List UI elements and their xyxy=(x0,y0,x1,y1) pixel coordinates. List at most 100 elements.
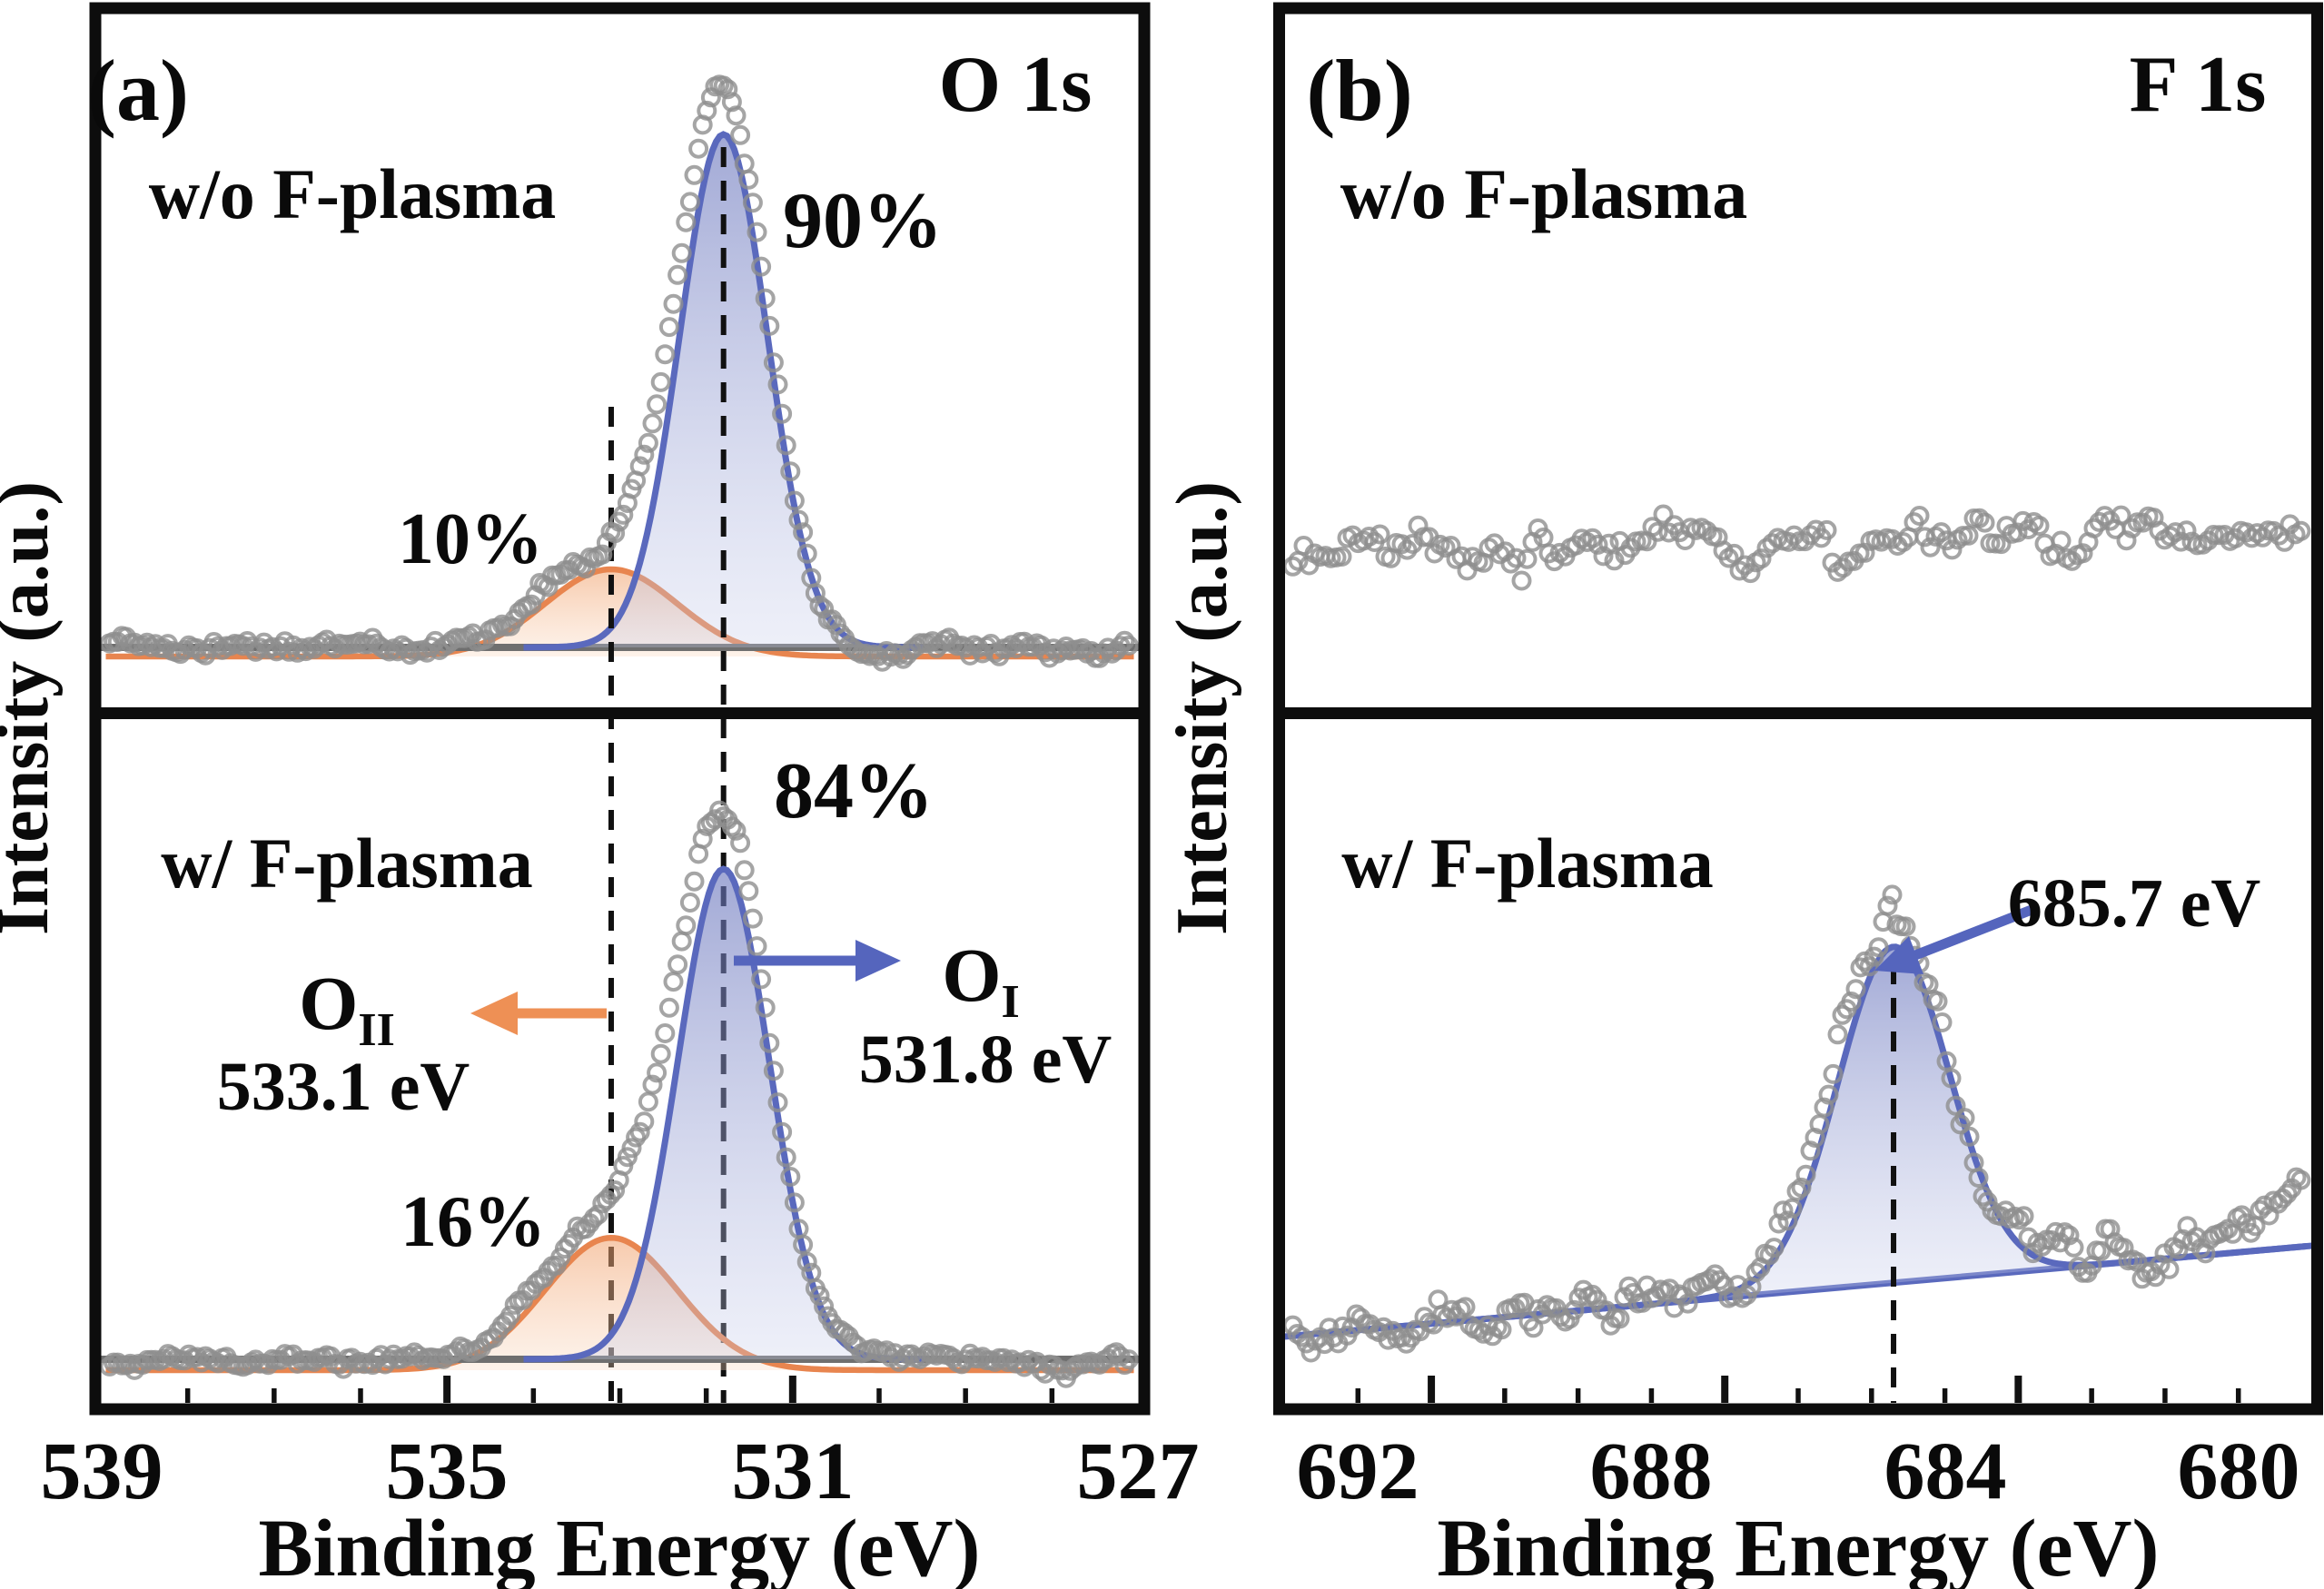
panel-a-top-condition: w/o F-plasma xyxy=(149,154,557,233)
data-point xyxy=(1816,519,1837,540)
panel-a-top-main-share: 90% xyxy=(783,177,943,265)
data-point xyxy=(1709,1270,1730,1290)
data-point xyxy=(676,212,697,232)
a-tick-527: 527 xyxy=(1077,1426,1200,1516)
data-point xyxy=(1895,916,1916,937)
b-tick-680: 680 xyxy=(2178,1426,2300,1516)
data-point xyxy=(759,315,780,336)
data-point xyxy=(751,969,772,990)
data-point xyxy=(642,413,663,434)
data-point xyxy=(1491,1319,1512,1340)
a-tick-539: 539 xyxy=(41,1426,163,1516)
panel-a-yaxis-title: Intensity (a.u.) xyxy=(0,481,64,935)
b-tick-684: 684 xyxy=(1884,1426,2007,1516)
data-point xyxy=(763,1061,784,1081)
data-point xyxy=(2186,1227,2207,1248)
data-point xyxy=(1511,570,1532,591)
data-point xyxy=(671,931,692,952)
data-point xyxy=(688,138,709,159)
data-point xyxy=(805,583,826,604)
data-point xyxy=(663,972,684,992)
data-point xyxy=(2091,1240,2111,1261)
data-point xyxy=(1932,1012,1953,1032)
data-point xyxy=(655,344,676,365)
data-point xyxy=(1729,560,1750,581)
data-point xyxy=(647,394,668,415)
data-point xyxy=(588,1204,608,1225)
data-point xyxy=(684,164,705,185)
data-point xyxy=(721,816,742,837)
data-point xyxy=(1506,548,1527,568)
data-point xyxy=(1609,1308,1630,1329)
data-point xyxy=(1959,1126,1980,1147)
data-point xyxy=(605,523,626,544)
data-point xyxy=(780,1167,801,1187)
data-point xyxy=(1373,1317,1394,1337)
data-point xyxy=(638,432,658,453)
data-point xyxy=(1455,1297,1476,1318)
o1-peak-label: OI xyxy=(942,933,1020,1028)
data-point xyxy=(755,288,776,309)
data-point xyxy=(1920,537,1941,558)
data-point xyxy=(1823,1063,1844,1084)
data-point xyxy=(759,1032,780,1053)
data-point xyxy=(642,1074,663,1095)
data-point xyxy=(668,954,688,975)
data-point xyxy=(780,461,801,482)
data-point xyxy=(788,509,809,530)
data-point xyxy=(1958,525,1979,546)
data-point xyxy=(2051,530,2072,551)
panel-a-top-secondary-share: 10% xyxy=(398,499,543,579)
data-point xyxy=(650,371,671,392)
data-point xyxy=(742,192,763,213)
data-point xyxy=(1864,946,1884,967)
data-point xyxy=(1370,524,1390,545)
data-point xyxy=(793,522,814,543)
panel-a-bottom-secondary-share: 16% xyxy=(401,1182,546,1262)
data-point xyxy=(1523,1318,1544,1338)
b-tick-688: 688 xyxy=(1590,1426,1713,1516)
data-point xyxy=(1118,1349,1139,1370)
panel-a-bottom-main-share: 84% xyxy=(774,747,934,835)
data-point xyxy=(1845,979,1866,1000)
data-point xyxy=(1319,1318,1340,1338)
data-point xyxy=(2236,1213,2257,1234)
data-point xyxy=(1859,956,1880,977)
data-point xyxy=(634,1111,655,1132)
data-point xyxy=(1773,1200,1794,1221)
data-point xyxy=(1968,1168,1989,1188)
data-point xyxy=(726,105,747,126)
data-point xyxy=(605,1180,626,1200)
data-point xyxy=(1777,1210,1798,1231)
data-point xyxy=(1724,543,1745,564)
data-point xyxy=(784,1192,805,1213)
f1s-arrowhead-icon xyxy=(1874,936,1923,974)
data-point xyxy=(776,435,796,456)
o2-arrowhead-icon xyxy=(470,992,518,1035)
data-point xyxy=(692,828,713,849)
data-point xyxy=(521,594,542,615)
data-point xyxy=(814,1296,835,1317)
panel-a-xaxis-title: Binding Energy (eV) xyxy=(258,1504,980,1589)
data-point xyxy=(1882,884,1903,905)
data-point xyxy=(2013,1206,2034,1227)
data-point xyxy=(658,997,679,1018)
data-point xyxy=(784,490,805,511)
b-tick-692: 692 xyxy=(1297,1426,1419,1516)
o1-symbol: O xyxy=(942,933,1001,1018)
data-point xyxy=(1018,1349,1039,1370)
o1-arrow-right xyxy=(734,940,901,982)
panel-a-bottom-condition: w/ F-plasma xyxy=(161,824,533,903)
data-point xyxy=(717,79,738,100)
data-point xyxy=(2007,522,2028,543)
data-point xyxy=(1331,547,1352,567)
data-point xyxy=(1582,1284,1603,1305)
data-point xyxy=(1118,636,1139,656)
data-point xyxy=(755,997,776,1018)
data-point xyxy=(679,192,700,212)
panel-b-bottom-condition: w/ F-plasma xyxy=(1341,824,1714,903)
data-point xyxy=(600,1185,621,1205)
data-point xyxy=(1954,1108,1975,1129)
panel-b-xaxis-title: Binding Energy (eV) xyxy=(1437,1504,2159,1589)
